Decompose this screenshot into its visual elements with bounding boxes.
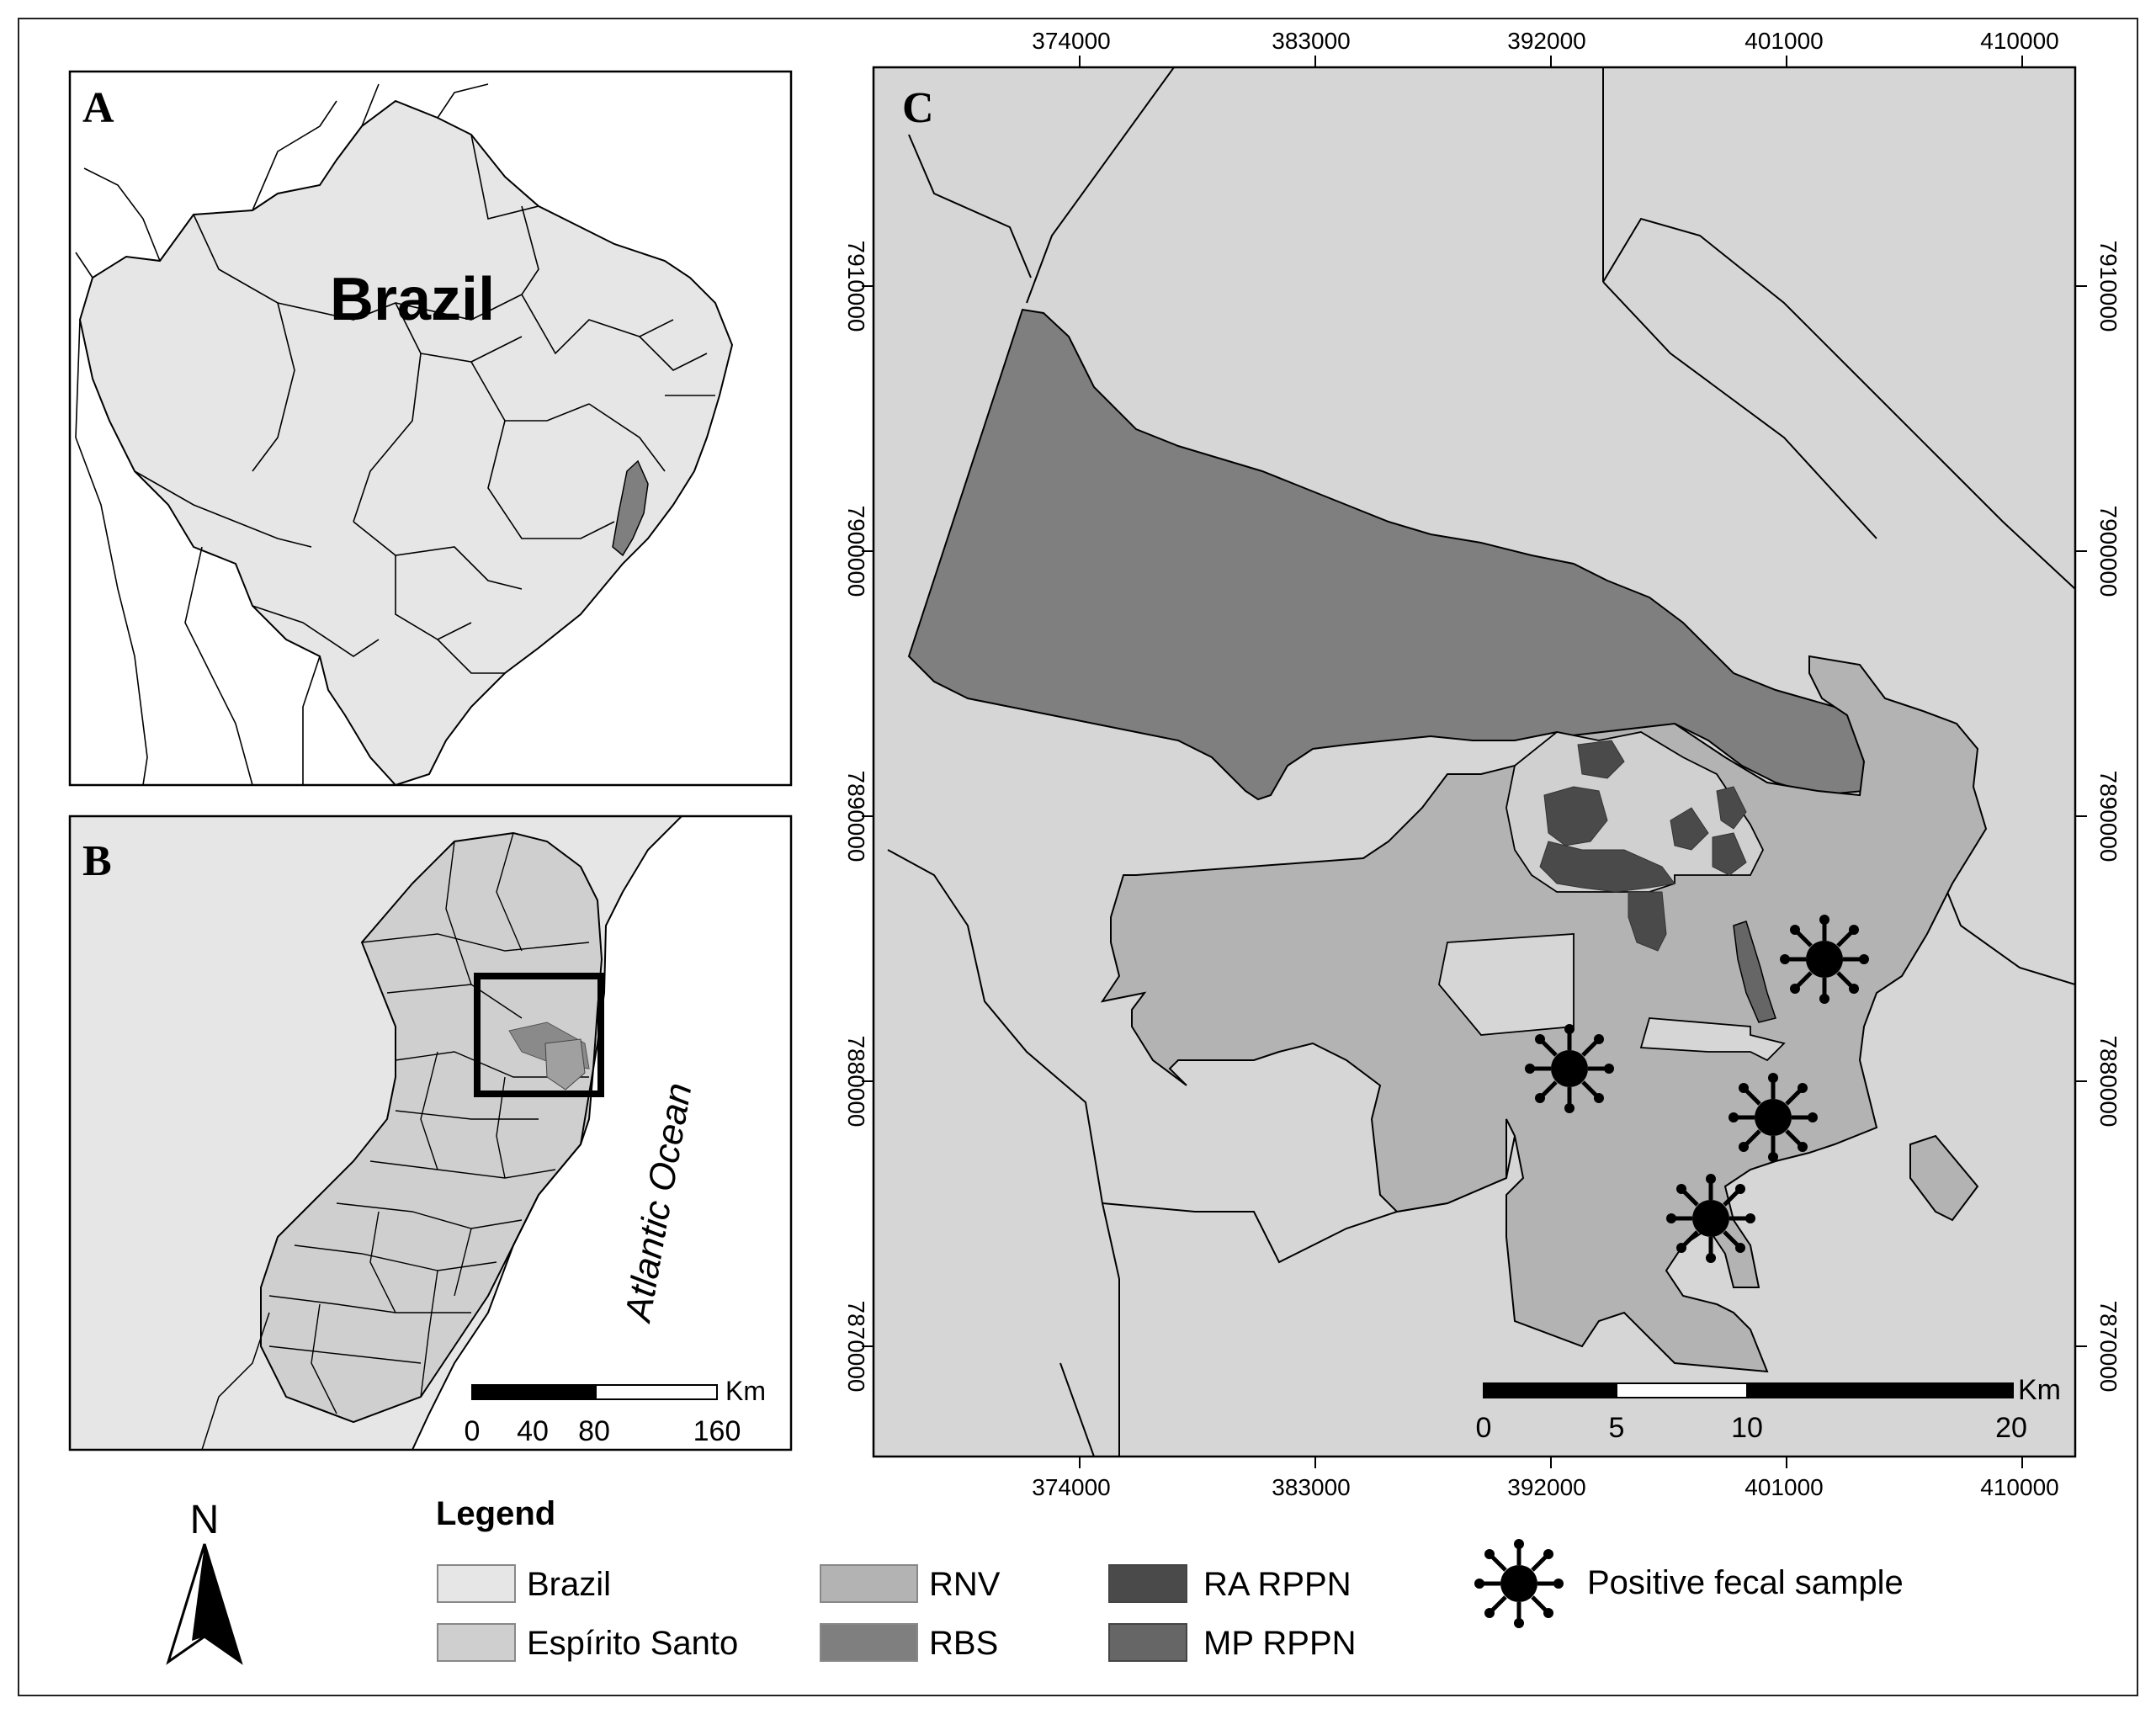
y-tick-label: 7880000 <box>843 1035 869 1127</box>
legend-swatch-es <box>437 1623 516 1662</box>
north-letter: N <box>190 1498 220 1542</box>
x-tick-label: 374000 <box>1032 1474 1110 1500</box>
scale-bar-c: Km 0 5 10 20 <box>1476 1374 2061 1444</box>
scale-c-tick: 0 <box>1476 1412 1492 1444</box>
scale-b-unit: Km <box>725 1376 766 1406</box>
x-axis-bottom: 374000 383000 392000 401000 410000 <box>1032 1474 2058 1500</box>
panel-c: C 374000 383000 392000 401000 410000 374… <box>843 28 2121 1500</box>
espirito-santo-map <box>260 831 603 1424</box>
legend-label-positive-sample: Positive fecal sample <box>1587 1564 1904 1601</box>
legend-label-brazil: Brazil <box>527 1566 611 1603</box>
scale-b-tick: 0 <box>465 1415 481 1447</box>
y-tick-label: 7870000 <box>843 1300 869 1392</box>
positive-sample-marker <box>1525 1024 1614 1113</box>
scale-b-tick: 40 <box>517 1415 549 1447</box>
y-tick-label: 7910000 <box>2095 240 2121 332</box>
legend-title: Legend <box>436 1495 555 1532</box>
y-tick-label: 7870000 <box>2095 1300 2121 1392</box>
north-arrow: N <box>166 1498 243 1665</box>
x-tick-label: 392000 <box>1507 1474 1585 1500</box>
panel-b-letter: B <box>82 837 112 885</box>
scale-c-tick: 10 <box>1731 1412 1763 1444</box>
y-tick-label: 7910000 <box>843 240 869 332</box>
legend-label-ra: RA RPPN <box>1203 1566 1351 1603</box>
legend-swatch-rbs <box>820 1623 918 1662</box>
scale-c-tick: 20 <box>1995 1412 2027 1444</box>
espirito-santo-shape <box>612 459 649 557</box>
legend-virus-icon <box>1474 1539 1564 1628</box>
y-tick-label: 7890000 <box>843 770 869 862</box>
y-axis-left: 7910000 7900000 7890000 7880000 7870000 <box>843 240 869 1392</box>
y-tick-label: 7900000 <box>843 505 869 597</box>
legend-swatch-rnv <box>820 1564 918 1603</box>
legend-swatch-brazil <box>437 1564 516 1603</box>
x-tick-label: 392000 <box>1507 28 1585 54</box>
scale-bar-b: Km 0 40 80 160 <box>465 1376 766 1447</box>
figure-frame <box>18 18 2138 1696</box>
x-tick-label: 383000 <box>1272 28 1350 54</box>
x-tick-label: 410000 <box>1980 1474 2058 1500</box>
legend-label-rbs: RBS <box>929 1625 998 1662</box>
panel-c-letter: C <box>902 84 934 132</box>
legend-swatch-mp <box>1108 1623 1187 1662</box>
panel-a: A Brazil <box>68 70 793 787</box>
panel-a-letter: A <box>82 84 114 132</box>
y-axis-right: 7910000 7900000 7890000 7880000 7870000 <box>2095 240 2121 1392</box>
x-tick-label: 401000 <box>1744 28 1823 54</box>
scale-c-unit: Km <box>2018 1374 2061 1406</box>
x-axis-top: 374000 383000 392000 401000 410000 <box>1032 28 2058 54</box>
legend-label-rnv: RNV <box>929 1566 1001 1603</box>
legend-label-es: Espírito Santo <box>527 1625 738 1662</box>
y-tick-label: 7900000 <box>2095 505 2121 597</box>
brazil-territory <box>78 99 734 785</box>
positive-sample-marker <box>1729 1073 1818 1162</box>
legend-swatch-ra <box>1108 1564 1187 1603</box>
mp-rppn-area <box>1733 921 1776 1023</box>
scale-b-tick: 160 <box>693 1415 741 1447</box>
legend: Legend Brazil Espírito Santo RNV RBS RA … <box>436 1495 1904 1662</box>
x-tick-label: 383000 <box>1272 1474 1350 1500</box>
legend-label-mp: MP RPPN <box>1203 1625 1357 1662</box>
x-tick-label: 401000 <box>1744 1474 1823 1500</box>
panel-b: B Atlantic Ocean Km 0 40 80 160 <box>68 815 793 1451</box>
y-tick-label: 7890000 <box>2095 770 2121 862</box>
x-tick-label: 374000 <box>1032 28 1110 54</box>
scale-b-tick: 80 <box>578 1415 610 1447</box>
brazil-label: Brazil <box>330 266 495 333</box>
positive-sample-marker <box>1666 1174 1755 1263</box>
x-tick-label: 410000 <box>1980 28 2058 54</box>
scale-c-tick: 5 <box>1609 1412 1625 1444</box>
positive-sample-marker <box>1780 915 1869 1004</box>
study-area-box <box>474 973 604 1097</box>
y-tick-label: 7880000 <box>2095 1035 2121 1127</box>
